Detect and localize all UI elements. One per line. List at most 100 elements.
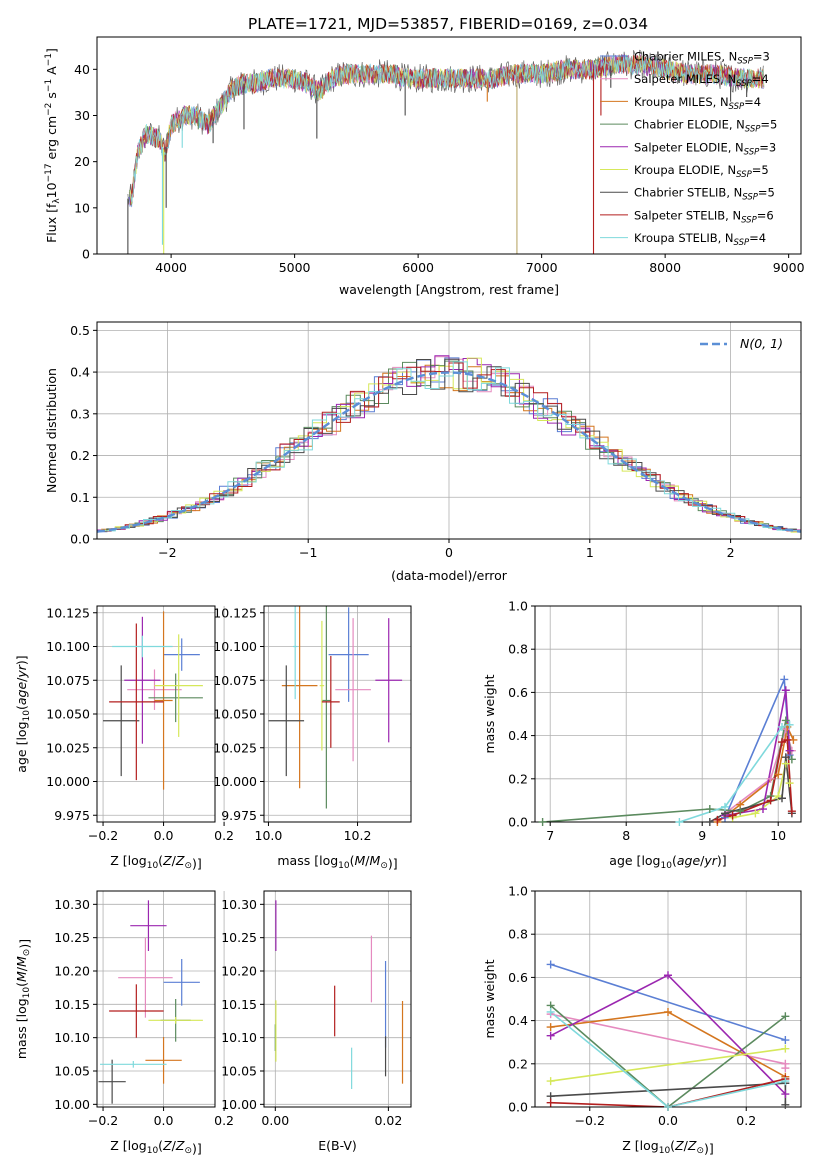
weight-marker-salpeter_elodie <box>781 686 790 695</box>
plot-area-mass_vs_Z <box>98 900 203 1104</box>
y-tick-label: 0.4 <box>70 365 90 380</box>
weight-marker-chabrier_miles <box>546 960 555 969</box>
weight-marker-chabrier_elodie <box>787 755 796 764</box>
plot-area-residuals <box>97 355 801 533</box>
weight-marker-salpeter_elodie <box>664 971 672 980</box>
y-tick-label: 10 <box>74 200 90 215</box>
y-tick-label: 10.10 <box>221 1030 257 1045</box>
weight-marker-salpeter_stelib <box>766 796 775 805</box>
weight-marker-salpeter_elodie <box>785 746 794 755</box>
y-tick-label: 20 <box>74 154 90 169</box>
x-axis-label: Z [log10(Z/Z⊙)] <box>110 1138 202 1156</box>
y-tick-label: 10.20 <box>221 964 257 979</box>
axes-weight_vs_Z: −0.2 0.0 0.2 0.0 0.2 0.4 0.6 0.8 1.0 Z [log10(Z/Z… <box>482 884 802 1156</box>
x-tick-label: −1 <box>299 545 317 560</box>
weight-marker-salpeter_stelib <box>783 735 792 744</box>
x-tick-label: 0 <box>445 545 453 560</box>
weight-marker-kroupa_miles <box>774 770 783 779</box>
y-tick-label: 10.05 <box>221 1064 257 1079</box>
plot-area-mass_vs_ebv <box>274 900 404 1089</box>
y-tick-label: 10.125 <box>213 605 257 620</box>
y-tick-label: 0 <box>82 247 90 262</box>
x-tick-label: 0.00 <box>261 1113 289 1128</box>
weight-marker-kroupa_stelib <box>778 722 786 731</box>
x-tick-label: 9000 <box>773 260 805 275</box>
x-tick-label: 2 <box>727 545 735 560</box>
y-tick-label: 10.20 <box>54 964 90 979</box>
y-tick-label: 10.000 <box>213 774 257 789</box>
y-tick-label: 10.125 <box>46 605 90 620</box>
weight-marker-chabrier_elodie <box>781 716 790 725</box>
weight-marker-kroupa_elodie <box>546 1077 555 1086</box>
axes-frame <box>96 890 216 1108</box>
axes-frame <box>263 890 412 1108</box>
y-tick-label: 10.05 <box>54 1064 90 1079</box>
weight-line-chabrier_miles <box>550 963 786 1041</box>
weight-marker-chabrier_stelib <box>781 753 790 762</box>
x-tick-label: −0.2 <box>88 828 118 843</box>
x-tick-label: 1 <box>586 545 594 560</box>
axes-age_vs_mass: 10.0 10.2 9.975 10.000 10.025 10.050 10.075 10.… <box>213 605 412 871</box>
weight-marker-chabrier_stelib <box>778 794 786 803</box>
x-axis-label: E(B-V) <box>318 1138 357 1153</box>
x-tick-label: 7000 <box>526 260 558 275</box>
gaussian-curve <box>97 371 801 533</box>
weight-marker-chabrier_elodie <box>736 807 745 816</box>
weight-marker-salpeter_elodie <box>546 1031 555 1040</box>
y-tick-label: 10.100 <box>46 639 90 654</box>
x-axis-label: wavelength [Angstrom, rest frame] <box>339 282 559 297</box>
x-tick-label: −0.2 <box>88 1113 118 1128</box>
legend-entry-salpeter_miles: Salpeter MILES, NSSP=4 <box>634 72 769 89</box>
y-tick-label: 0.2 <box>508 1056 528 1071</box>
weight-marker-chabrier_miles <box>780 675 789 684</box>
y-tick-label: 0.0 <box>508 815 528 830</box>
y-axis-label: Normed distribution <box>44 368 59 493</box>
y-tick-label: 0.3 <box>70 406 90 421</box>
legend-entry-chabrier_miles: Chabrier MILES, NSSP=3 <box>634 50 770 67</box>
weight-marker-chabrier_stelib <box>781 1100 790 1109</box>
y-tick-label: 0.5 <box>70 323 90 338</box>
legend-entry-kroupa_elodie: Kroupa ELODIE, NSSP=5 <box>634 163 769 180</box>
y-tick-label: 10.050 <box>213 707 257 722</box>
x-tick-label: 0.2 <box>214 828 234 843</box>
y-tick-label: 1.0 <box>508 884 528 899</box>
y-axis-label: age [log10(age/yr)] <box>14 655 32 772</box>
x-tick-label: 8 <box>622 828 630 843</box>
y-tick-label: 40 <box>74 62 90 77</box>
weight-marker-salpeter_miles <box>766 774 775 783</box>
weight-marker-salpeter_elodie <box>781 1090 790 1099</box>
x-tick-label: 0.02 <box>374 1113 402 1128</box>
weight-marker-salpeter_miles <box>781 1064 790 1073</box>
weight-marker-salpeter_stelib <box>728 811 737 820</box>
y-tick-label: 10.075 <box>213 673 257 688</box>
plot-area-spectrum <box>127 49 765 254</box>
weight-line-salpeter_stelib <box>550 1078 786 1107</box>
axes-mass_vs_ebv: 0.00 0.02 10.00 10.05 10.10 10.15 10.20 10.25 10… <box>221 890 412 1153</box>
legend-entry-kroupa_stelib: Kroupa STELIB, NSSP=4 <box>634 231 766 248</box>
spectrum-legend: Chabrier MILES, NSSP=3 Salpeter MILES, NS… <box>600 50 777 248</box>
y-axis-label: mass [log10(M/M⊙)] <box>14 939 32 1059</box>
y-tick-label: 10.15 <box>221 997 257 1012</box>
y-tick-label: 10.15 <box>54 997 90 1012</box>
weight-marker-kroupa_stelib <box>721 802 729 811</box>
x-tick-label: 10 <box>770 828 786 843</box>
y-tick-label: 0.0 <box>508 1100 528 1115</box>
y-axis-label: mass weight <box>482 674 497 753</box>
weight-marker-salpeter_stelib <box>546 1098 555 1107</box>
y-tick-label: 10.30 <box>221 897 257 912</box>
x-axis-label: Z [log10(Z/Z⊙)] <box>110 853 202 871</box>
weight-marker-kroupa_elodie <box>785 779 794 788</box>
weight-marker-salpeter_stelib <box>787 807 796 816</box>
weight-marker-salpeter_elodie <box>759 805 767 814</box>
plot-layer: 4000 5000 6000 7000 8000 9000010203040wavelen… <box>14 36 805 1156</box>
x-tick-label: 4000 <box>155 260 187 275</box>
y-tick-label: 0.2 <box>70 448 90 463</box>
weight-marker-kroupa_stelib <box>546 1007 555 1016</box>
y-tick-label: 0.6 <box>508 970 528 985</box>
x-tick-label: 0.2 <box>736 1113 756 1128</box>
y-tick-label: 10.075 <box>46 673 90 688</box>
y-tick-label: 0.0 <box>70 532 90 547</box>
y-tick-label: 10.025 <box>46 740 90 755</box>
histogram-kroupa_stelib <box>101 361 801 532</box>
